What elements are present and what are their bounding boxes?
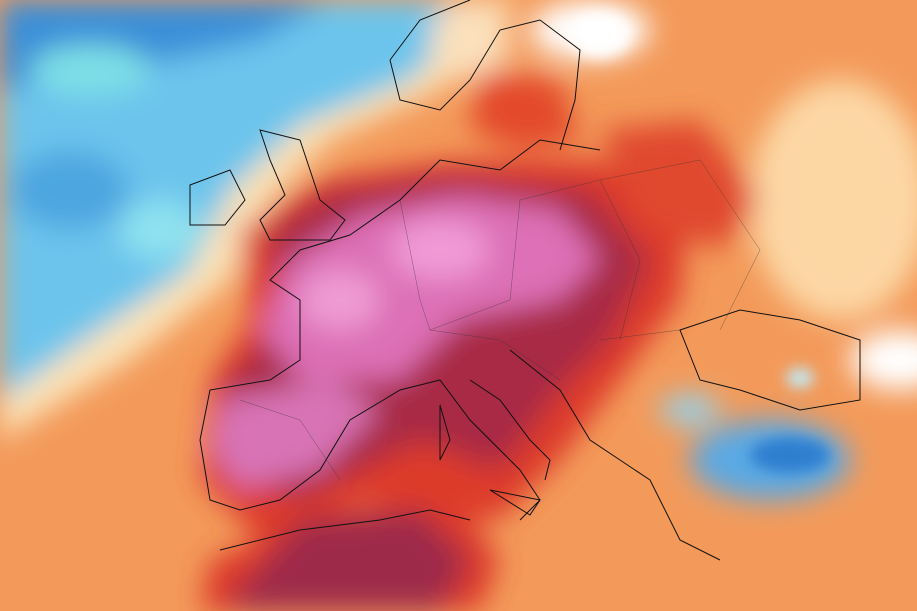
coast-britain: [259, 129, 346, 241]
detail-layers: [570, 13, 830, 473]
cool-black-sea: [786, 368, 814, 388]
warm-red-east: [600, 120, 760, 250]
coast-adriatic: [469, 349, 721, 561]
hot-dark-africa: [230, 510, 470, 611]
ocean-cyan: [30, 45, 150, 95]
coast-black-sea: [679, 309, 861, 411]
ocean-cool: [0, 0, 480, 400]
coastlines: [189, 0, 861, 561]
pale-norway: [430, 0, 510, 80]
pale-caucasus: [850, 330, 917, 390]
cool-aegean: [660, 395, 720, 425]
ocean-light: [120, 200, 200, 260]
warm-red-baltic: [470, 70, 580, 150]
coast-west: [199, 139, 601, 521]
ocean-mid: [10, 150, 130, 230]
cool-scandinavia-core: [570, 13, 630, 57]
hot-pink-light-france: [300, 270, 380, 330]
cool-anatolia-core: [750, 437, 830, 473]
hot-pink-light: [390, 220, 490, 280]
borders: [239, 159, 761, 481]
country-borders: [239, 159, 761, 481]
coast-africa: [219, 509, 471, 551]
coast-ireland: [189, 169, 246, 226]
hot-pink: [260, 195, 600, 380]
coast-scandinavia: [389, 0, 581, 151]
coast-islands: [439, 404, 541, 516]
hot-pink-iberia: [210, 380, 380, 490]
pale-east: [750, 80, 917, 320]
